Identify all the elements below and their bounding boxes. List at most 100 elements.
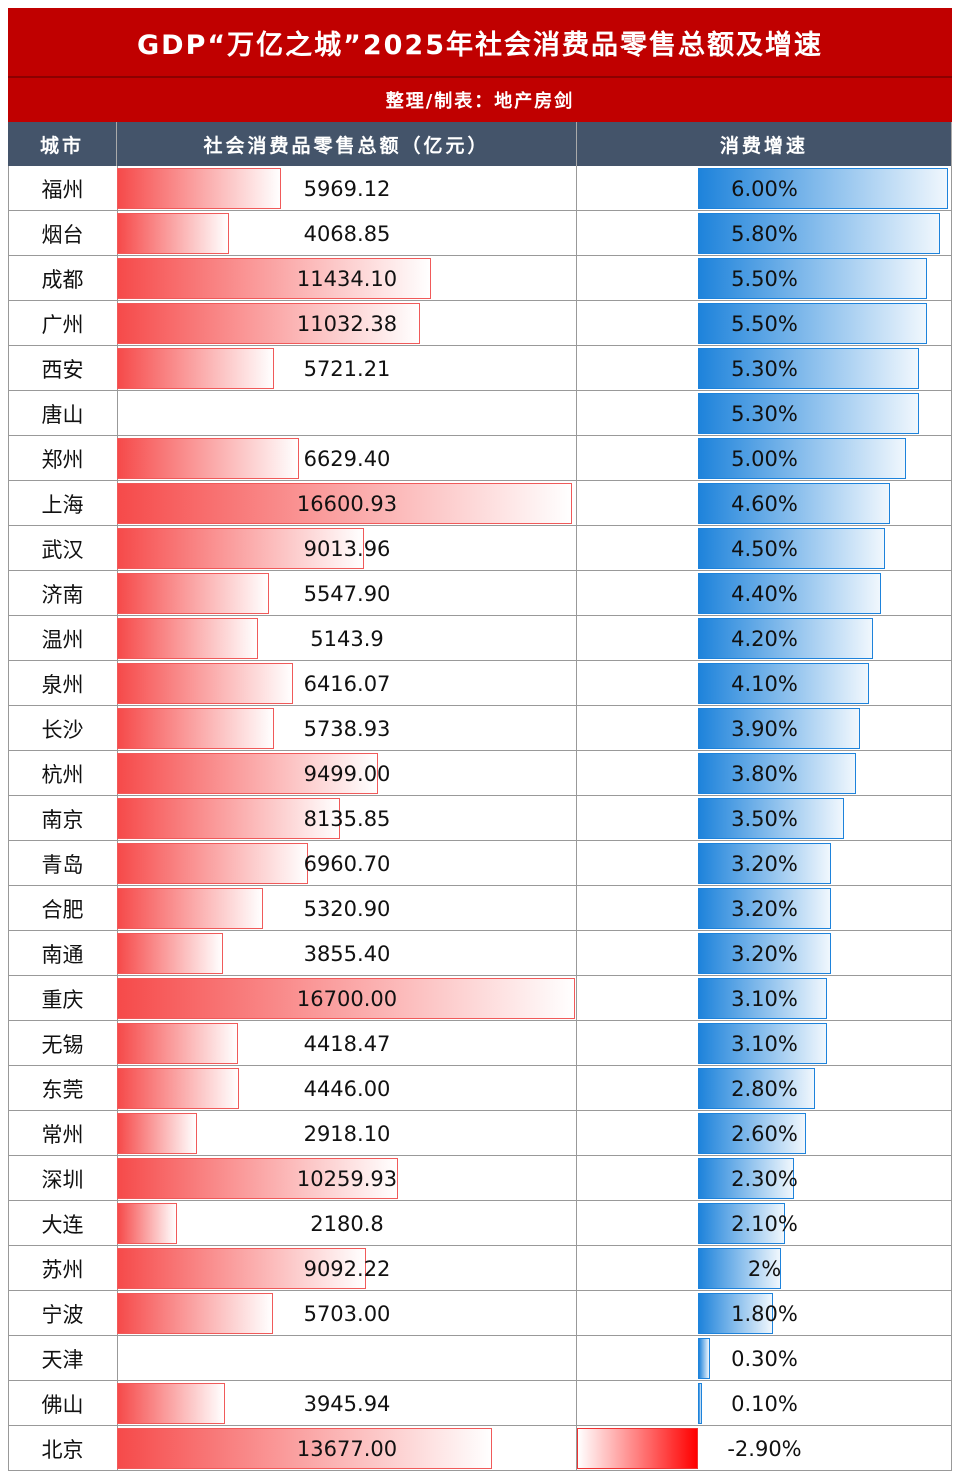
- sales-value: 4418.47: [303, 1031, 391, 1056]
- sales-bar: [117, 1203, 177, 1244]
- growth-bar: [697, 1338, 711, 1379]
- city: 杭州: [41, 762, 84, 787]
- growth-bar: [697, 1068, 815, 1109]
- growth-value: 5.50%: [731, 266, 798, 291]
- sales-value: 9013.96: [303, 536, 391, 561]
- city: 常州: [41, 1122, 84, 1147]
- sales-bar: [117, 933, 223, 974]
- growth-bar: [697, 258, 928, 299]
- city: 泉州: [41, 672, 84, 697]
- city: 北京: [41, 1437, 84, 1462]
- growth-value: 3.90%: [731, 716, 798, 741]
- growth-value: 5.80%: [731, 221, 798, 246]
- city: 福州: [41, 177, 84, 202]
- growth-value: 5.50%: [731, 311, 798, 336]
- growth-bar: [697, 213, 940, 254]
- growth-bar: [697, 1293, 773, 1334]
- growth-value: 3.50%: [731, 806, 798, 831]
- growth-value: 0.30%: [731, 1346, 798, 1371]
- sales-value: 3945.94: [303, 1391, 391, 1416]
- growth-bar: [697, 978, 828, 1019]
- city: 天津: [41, 1347, 84, 1372]
- growth-value: 4.10%: [731, 671, 798, 696]
- sales-bar: [117, 1248, 367, 1289]
- sales-bar: [117, 1158, 399, 1199]
- growth-value: 2.80%: [731, 1076, 798, 1101]
- sales-value: 11032.38: [296, 311, 398, 336]
- sales-value: 9499.00: [303, 761, 391, 786]
- city: 武汉: [41, 537, 84, 562]
- sales-bar: [117, 213, 229, 254]
- growth-bar: [697, 753, 857, 794]
- sales-bar: [117, 843, 308, 884]
- growth-bar: [697, 618, 873, 659]
- sales-value: 16600.93: [296, 491, 398, 516]
- sales-value: 5143.9: [310, 626, 384, 651]
- sales-bar: [117, 1383, 226, 1424]
- sales-value: 2180.8: [310, 1211, 384, 1236]
- sales-value: 11434.10: [296, 266, 398, 291]
- growth-bar: [697, 1023, 828, 1064]
- city: 广州: [41, 312, 84, 337]
- city: 南京: [41, 807, 84, 832]
- sales-value: 5738.93: [303, 716, 391, 741]
- sales-value: 5703.00: [303, 1301, 391, 1326]
- city: 佛山: [41, 1392, 84, 1417]
- column-header: 消费增速: [577, 122, 952, 166]
- growth-bar: [697, 1248, 782, 1289]
- sales-value: 2918.10: [303, 1121, 391, 1146]
- column-header: 社会消费品零售总额（亿元）: [117, 122, 577, 166]
- growth-value: 3.80%: [731, 761, 798, 786]
- sales-bar: [117, 888, 263, 929]
- divider: [117, 391, 577, 436]
- growth-bar: [697, 573, 882, 614]
- growth-value: 2%: [747, 1256, 782, 1281]
- growth-value: 4.20%: [731, 626, 798, 651]
- sales-value: 13677.00: [296, 1436, 398, 1461]
- sales-bar: [117, 1113, 198, 1154]
- growth-bar: [697, 708, 861, 749]
- city: 合肥: [41, 897, 84, 922]
- growth-value: 6.00%: [731, 176, 798, 201]
- growth-value: 5.00%: [731, 446, 798, 471]
- divider: [117, 1336, 577, 1381]
- city: 东莞: [41, 1077, 84, 1102]
- growth-value: 4.60%: [731, 491, 798, 516]
- city: 上海: [41, 492, 84, 517]
- sales-value: 3855.40: [303, 941, 391, 966]
- growth-bar: [697, 438, 907, 479]
- sales-bar: [117, 438, 299, 479]
- growth-value: 2.60%: [731, 1121, 798, 1146]
- sales-bar: [117, 258, 431, 299]
- sales-bar: [117, 708, 275, 749]
- city: 温州: [41, 627, 84, 652]
- sales-bar: [117, 1428, 493, 1469]
- growth-bar: [697, 1383, 703, 1424]
- city: 青岛: [41, 852, 84, 877]
- growth-bar: [697, 348, 919, 389]
- sales-value: 4446.00: [303, 1076, 391, 1101]
- growth-value: 3.10%: [731, 1031, 798, 1056]
- city: 南通: [41, 942, 84, 967]
- growth-value: 4.40%: [731, 581, 798, 606]
- sales-bar: [117, 618, 259, 659]
- sales-bar: [117, 573, 270, 614]
- growth-bar: [697, 1158, 794, 1199]
- growth-value: 3.20%: [731, 941, 798, 966]
- growth-value: 3.20%: [731, 851, 798, 876]
- growth-value: 1.80%: [731, 1301, 798, 1326]
- growth-bar: [697, 1203, 786, 1244]
- city: 成都: [41, 267, 84, 292]
- city: 深圳: [41, 1167, 84, 1192]
- growth-value: 0.10%: [731, 1391, 798, 1416]
- city: 唐山: [41, 402, 84, 427]
- growth-value: 3.20%: [731, 896, 798, 921]
- sales-bar: [117, 753, 378, 794]
- sales-bar: [117, 483, 573, 524]
- growth-value: 2.30%: [731, 1166, 798, 1191]
- city: 长沙: [41, 717, 84, 742]
- sales-value: 5547.90: [303, 581, 391, 606]
- growth-value: 5.30%: [731, 356, 798, 381]
- growth-bar: [697, 798, 844, 839]
